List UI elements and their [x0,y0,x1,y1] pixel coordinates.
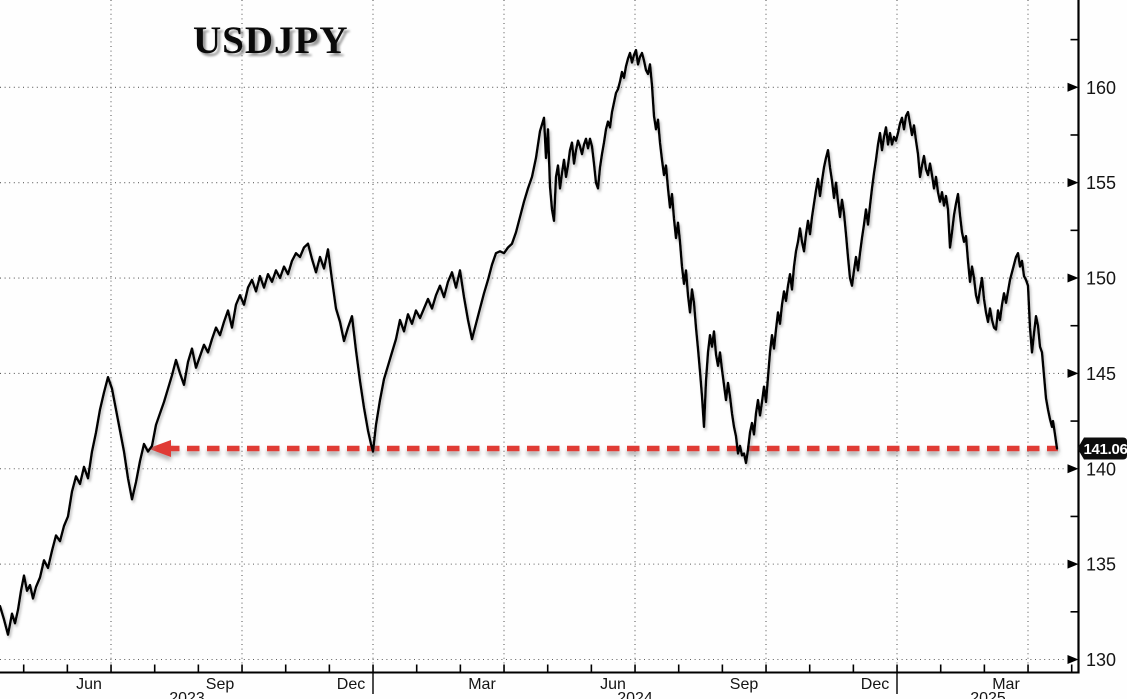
x-axis-month-label: Mar [992,676,1020,693]
gridlines [0,0,1067,672]
y-major-tick-arrow [1067,654,1079,664]
x-axis-month-label: Dec [337,676,365,693]
y-major-tick-arrow [1067,82,1079,92]
y-major-tick-arrow [1067,464,1079,474]
last-price-tag-box [1077,437,1127,460]
x-axis-month-label: Dec [861,676,889,693]
y-major-tick-arrow [1067,178,1079,188]
x-axis-month-label: Mar [468,676,496,693]
last-price-tag: 141.06 [1077,437,1127,460]
support-line-left-arrow [148,440,171,458]
x-axis-month-label: Jun [76,676,102,693]
support-level-annotation [148,440,1058,458]
price-line-series [0,48,1059,636]
usdjpy-price-line [0,48,1059,636]
y-axis-labels: 130 135 140 145 150 155 160 [1086,78,1116,670]
x-axis-year-label: 2024 [617,690,653,699]
x-axis-year-label: 2025 [970,690,1006,699]
x-axis-month-label: Jun [600,676,626,693]
chart-title: USDJPY [193,19,349,62]
y-axis-price-label: 160 [1086,78,1116,98]
y-axis-price-label: 140 [1086,459,1116,479]
y-major-tick-arrow [1067,559,1079,569]
axes [0,0,1080,694]
y-axis-price-label: 130 [1086,650,1116,670]
x-axis-month-label: Sep [730,676,759,693]
y-major-tick-arrow [1067,273,1079,283]
x-axis-month-label: Sep [206,676,235,693]
x-axis-year-label: 2023 [169,690,205,699]
y-axis-price-label: 145 [1086,364,1116,384]
last-price-tag-label: 141.06 [1083,441,1127,458]
y-axis-price-label: 155 [1086,173,1116,193]
y-axis-price-label: 135 [1086,555,1116,575]
x-axis-labels: Jun Sep Dec Mar Jun Sep Dec Mar 2023 2024 2025 [76,676,1020,699]
y-axis-price-label: 150 [1086,269,1116,289]
y-major-tick-arrow [1067,368,1079,378]
